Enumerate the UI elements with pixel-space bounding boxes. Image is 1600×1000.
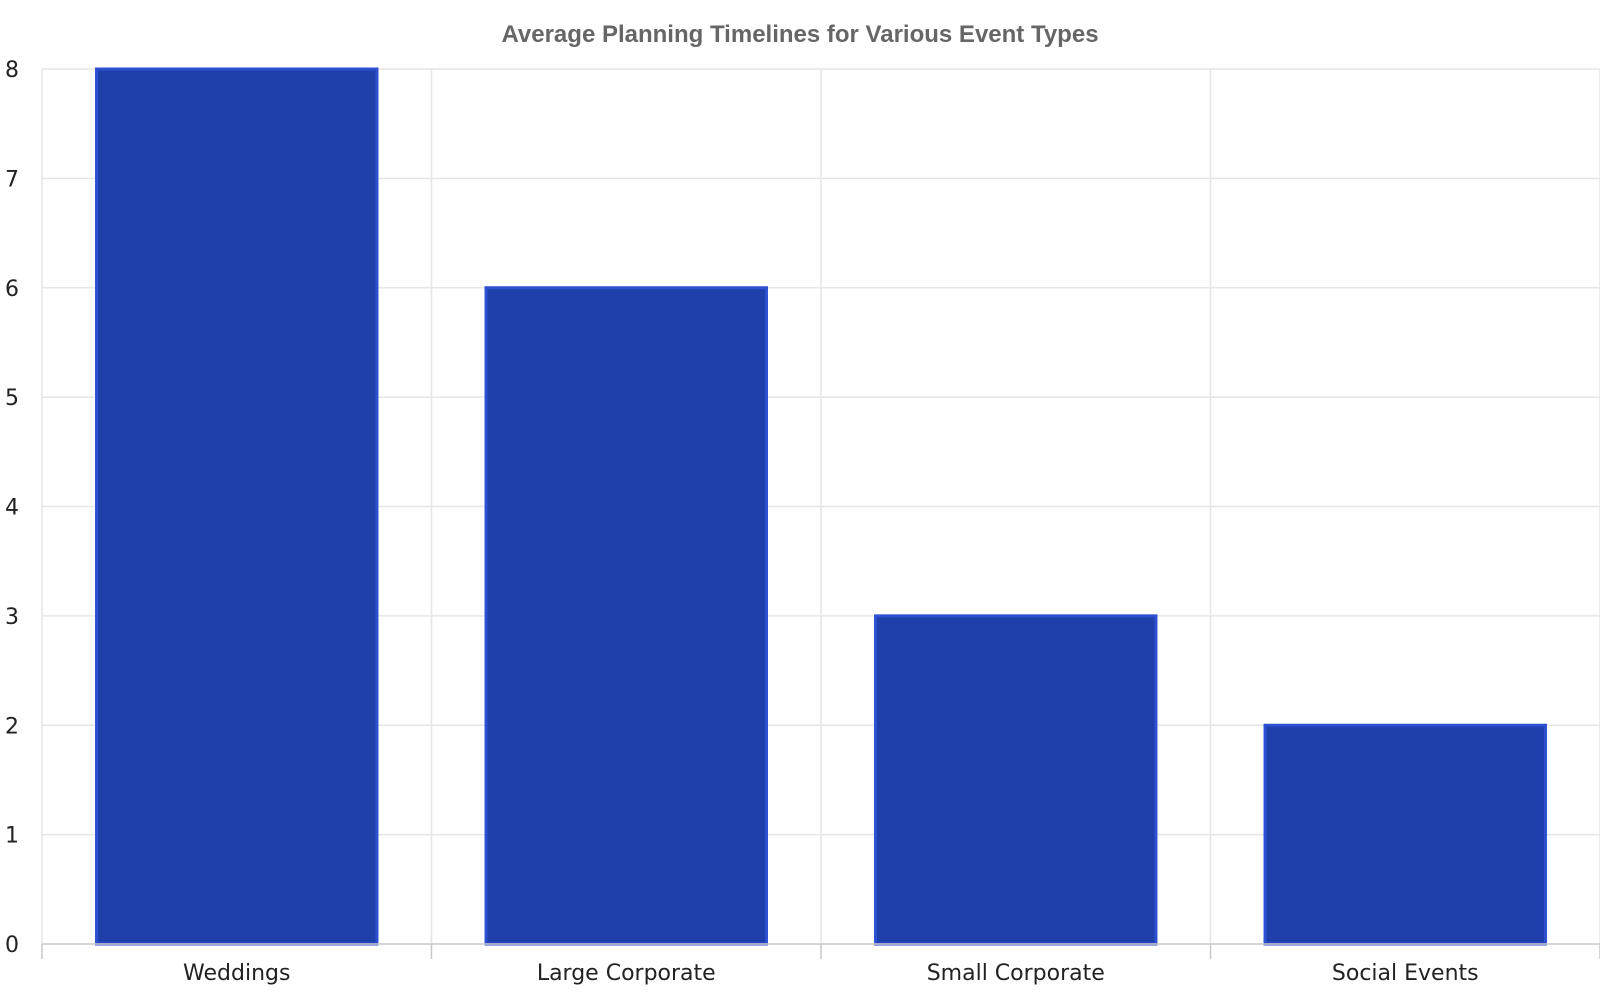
y-tick-label: 4 — [5, 496, 19, 521]
bar — [95, 67, 379, 946]
bar — [874, 614, 1158, 946]
y-tick-label: 8 — [5, 58, 19, 83]
y-tick-label: 6 — [5, 277, 19, 302]
y-tick-label: 5 — [5, 386, 19, 411]
x-tick-labels: Weddings Large Corporate Small Corporate So… — [183, 961, 1479, 986]
y-tick-label: 1 — [5, 824, 19, 849]
x-tick-label: Social Events — [1332, 961, 1479, 986]
y-tick-label: 0 — [5, 933, 19, 958]
y-tick-label: 2 — [5, 714, 19, 739]
bars-layer — [95, 67, 1547, 946]
axis-layer — [41, 943, 1600, 959]
y-tick-label: 7 — [5, 167, 19, 192]
x-tick-label: Small Corporate — [927, 961, 1105, 986]
x-tick-label: Weddings — [183, 961, 290, 986]
chart-title: Average Planning Timelines for Various E… — [501, 21, 1098, 48]
bar — [484, 286, 768, 946]
x-tick-label: Large Corporate — [537, 961, 716, 986]
bar — [1263, 723, 1547, 946]
y-tick-labels: 0 1 2 3 4 5 6 7 8 — [5, 58, 19, 958]
y-tick-label: 3 — [5, 605, 19, 630]
